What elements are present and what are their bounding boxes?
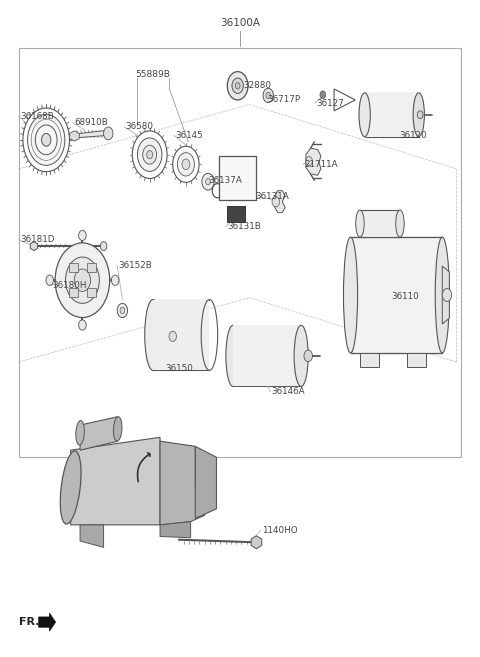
Ellipse shape: [413, 93, 424, 137]
Polygon shape: [71, 438, 160, 525]
Circle shape: [202, 173, 214, 190]
Text: 36145: 36145: [175, 131, 203, 140]
Ellipse shape: [435, 237, 449, 353]
Text: 68910B: 68910B: [74, 118, 108, 127]
Circle shape: [120, 307, 125, 313]
Circle shape: [104, 127, 113, 140]
Polygon shape: [30, 242, 37, 250]
Polygon shape: [160, 442, 204, 525]
Polygon shape: [251, 536, 262, 549]
Circle shape: [169, 331, 177, 342]
Circle shape: [65, 257, 99, 304]
Text: 1140HO: 1140HO: [262, 526, 298, 535]
Ellipse shape: [145, 300, 161, 371]
Polygon shape: [273, 191, 285, 213]
Circle shape: [182, 159, 190, 170]
Circle shape: [79, 230, 86, 240]
Circle shape: [100, 242, 107, 250]
Circle shape: [143, 145, 156, 164]
Polygon shape: [69, 288, 78, 297]
Bar: [233, 325, 301, 386]
Ellipse shape: [60, 451, 81, 524]
Polygon shape: [195, 446, 216, 518]
Circle shape: [266, 92, 271, 99]
Polygon shape: [407, 353, 426, 367]
Polygon shape: [80, 417, 118, 450]
Text: 36127: 36127: [316, 99, 344, 108]
Circle shape: [137, 138, 162, 171]
Bar: [153, 300, 209, 371]
Text: 21711A: 21711A: [304, 160, 338, 169]
Circle shape: [27, 114, 65, 166]
Text: 36181D: 36181D: [20, 235, 54, 244]
Text: FR.: FR.: [19, 617, 39, 627]
Circle shape: [23, 108, 70, 171]
Polygon shape: [80, 525, 104, 547]
Text: 36131B: 36131B: [227, 222, 261, 231]
Circle shape: [304, 350, 312, 361]
Polygon shape: [442, 266, 449, 324]
Text: 36137A: 36137A: [208, 176, 242, 185]
Circle shape: [42, 133, 51, 147]
Circle shape: [36, 125, 57, 154]
Ellipse shape: [344, 237, 358, 353]
Text: 55889B: 55889B: [135, 70, 170, 79]
Circle shape: [111, 275, 119, 285]
Circle shape: [147, 150, 153, 159]
Polygon shape: [39, 613, 56, 631]
Text: 32880: 32880: [244, 81, 272, 89]
Bar: [360, 210, 400, 237]
Circle shape: [320, 91, 325, 99]
Bar: [219, 156, 256, 200]
Circle shape: [46, 275, 53, 285]
Text: 36100A: 36100A: [220, 18, 260, 28]
Bar: [350, 237, 442, 353]
Ellipse shape: [356, 210, 364, 237]
Text: 36150: 36150: [166, 364, 193, 373]
Bar: [19, 49, 461, 457]
Text: 36110: 36110: [392, 292, 419, 301]
Circle shape: [417, 111, 423, 119]
Text: 36120: 36120: [399, 131, 427, 140]
Polygon shape: [360, 353, 379, 367]
Circle shape: [173, 147, 199, 183]
Text: 36131A: 36131A: [255, 192, 289, 201]
Bar: [365, 93, 419, 137]
Polygon shape: [306, 148, 321, 175]
Circle shape: [74, 269, 91, 292]
Circle shape: [79, 320, 86, 330]
Text: 36580: 36580: [126, 122, 154, 131]
Ellipse shape: [76, 420, 84, 445]
Polygon shape: [74, 130, 108, 138]
Circle shape: [442, 288, 452, 302]
Text: 36717P: 36717P: [267, 95, 300, 104]
Polygon shape: [70, 131, 79, 141]
Ellipse shape: [113, 417, 122, 441]
Circle shape: [232, 78, 243, 93]
Circle shape: [228, 72, 248, 100]
Ellipse shape: [396, 210, 404, 237]
Text: 36168B: 36168B: [20, 112, 54, 120]
Text: 36180H: 36180H: [53, 281, 87, 290]
Circle shape: [263, 88, 274, 102]
Circle shape: [178, 152, 194, 176]
Circle shape: [205, 179, 210, 185]
Ellipse shape: [294, 325, 308, 386]
Circle shape: [55, 243, 110, 317]
Text: 36146A: 36146A: [272, 387, 305, 396]
Polygon shape: [87, 288, 96, 297]
Text: 36152B: 36152B: [119, 261, 152, 270]
Polygon shape: [69, 263, 78, 272]
Circle shape: [132, 131, 167, 179]
Ellipse shape: [226, 325, 240, 386]
Circle shape: [235, 83, 240, 89]
Bar: [227, 206, 245, 222]
Polygon shape: [160, 522, 191, 537]
Ellipse shape: [359, 93, 370, 137]
Circle shape: [117, 304, 128, 317]
Circle shape: [306, 156, 312, 166]
Polygon shape: [87, 263, 96, 272]
Circle shape: [272, 196, 279, 207]
